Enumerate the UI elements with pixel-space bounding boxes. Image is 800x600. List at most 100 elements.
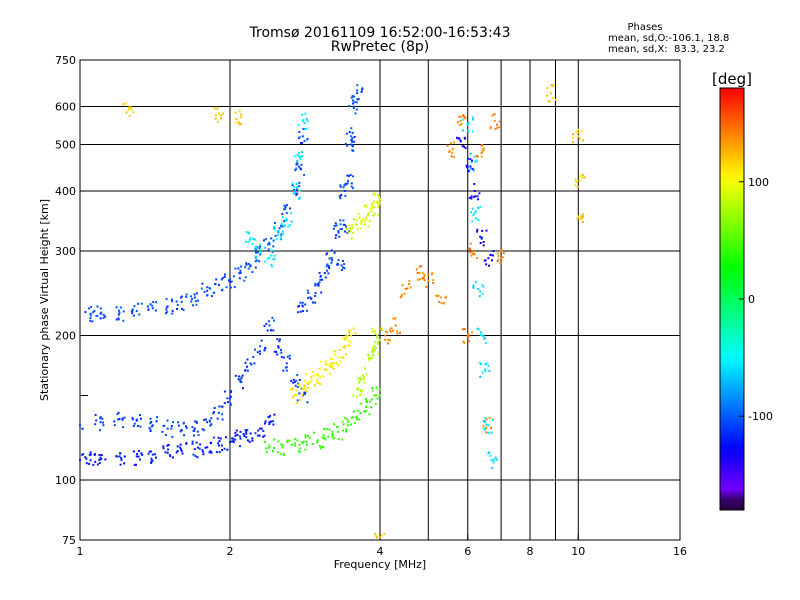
scatter-point: [120, 457, 123, 460]
scatter-point: [221, 277, 224, 279]
scatter-point: [133, 422, 136, 425]
scatter-point: [220, 444, 223, 447]
scatter-point: [400, 293, 403, 296]
scatter-point: [264, 347, 267, 349]
scatter-point: [252, 356, 255, 358]
scatter-point: [379, 327, 382, 330]
colorbar-tick-label: 100: [748, 176, 769, 189]
scatter-point: [229, 402, 232, 405]
scatter-point: [348, 344, 351, 347]
scatter-point: [132, 450, 135, 453]
scatter-point: [456, 121, 459, 124]
scatter-point: [371, 327, 374, 330]
scatter-point: [234, 434, 237, 437]
scatter-point: [581, 213, 584, 216]
scatter-point: [466, 166, 468, 169]
scatter-point: [498, 126, 501, 129]
scatter-point: [221, 449, 224, 451]
scatter-point: [217, 442, 220, 445]
scatter-point: [479, 363, 482, 365]
scatter-point: [119, 463, 122, 466]
scatter-point: [356, 89, 359, 92]
scatter-point: [182, 309, 185, 312]
scatter-point: [195, 421, 198, 424]
scatter-point: [358, 380, 361, 383]
scatter-point: [348, 227, 351, 230]
scatter-point: [466, 122, 469, 125]
scatter-point: [338, 195, 341, 198]
scatter-point: [404, 288, 407, 290]
scatter-point: [339, 219, 342, 222]
scatter-point: [191, 442, 194, 445]
scatter-point: [293, 444, 296, 447]
scatter-point: [494, 456, 497, 459]
scatter-point: [248, 238, 251, 241]
scatter-point: [131, 416, 134, 419]
scatter-point: [551, 97, 554, 99]
scatter-point: [583, 176, 586, 179]
scatter-point: [369, 400, 372, 403]
scatter-point: [338, 235, 341, 238]
scatter-point: [89, 459, 92, 462]
scatter-point: [340, 194, 343, 196]
scatter-point: [337, 259, 340, 261]
scatter-point: [448, 150, 451, 153]
scatter-point: [353, 95, 356, 98]
scatter-point: [314, 301, 317, 304]
scatter-point: [444, 296, 447, 299]
scatter-point: [89, 451, 92, 454]
scatter-point: [238, 123, 241, 126]
phases-heading: Phases: [627, 22, 663, 33]
scatter-point: [267, 320, 270, 323]
scatter-point: [580, 175, 583, 178]
scatter-point: [219, 437, 222, 440]
scatter-point: [481, 229, 484, 232]
scatter-point: [301, 441, 303, 444]
scatter-point: [419, 278, 422, 281]
scatter-point: [373, 349, 376, 352]
scatter-point: [423, 274, 426, 277]
scatter-point: [166, 451, 169, 454]
scatter-point: [239, 122, 242, 125]
scatter-point: [251, 439, 254, 442]
scatter-point: [477, 206, 480, 209]
scatter-point: [308, 436, 311, 439]
scatter-point: [464, 137, 466, 140]
scatter-point: [471, 116, 474, 119]
scatter-point: [196, 456, 199, 459]
scatter-point: [478, 361, 481, 364]
scatter-point: [451, 148, 454, 151]
scatter-point: [117, 418, 119, 421]
scatter-point: [333, 350, 336, 353]
scatter-point: [479, 290, 482, 293]
scatter-point: [469, 167, 472, 170]
scatter-point: [271, 420, 274, 423]
scatter-point: [496, 126, 499, 129]
scatter-point: [357, 388, 360, 391]
scatter-point: [349, 341, 352, 344]
scatter-point: [191, 304, 194, 307]
scatter-point: [245, 432, 248, 435]
scatter-point: [301, 119, 304, 122]
chart-subtitle: RwPretec (8p): [330, 39, 430, 55]
scatter-point: [355, 219, 358, 222]
scatter-point: [211, 295, 213, 298]
scatter-point: [204, 418, 207, 421]
scatter-point: [178, 424, 180, 427]
scatter-point: [148, 426, 151, 429]
scatter-point: [330, 249, 333, 252]
scatter-point: [323, 368, 326, 371]
scatter-point: [263, 325, 266, 328]
scatter-point: [578, 179, 581, 182]
scatter-point: [84, 311, 87, 314]
scatter-point: [496, 252, 499, 255]
scatter-point: [353, 136, 356, 138]
scatter-point: [343, 230, 346, 233]
scatter-point: [247, 267, 250, 270]
scatter-point: [316, 439, 319, 442]
scatter-point: [549, 92, 552, 95]
scatter-point: [182, 422, 185, 425]
scatter-point: [459, 119, 462, 122]
scatter-point: [248, 440, 251, 443]
scatter-point: [356, 84, 359, 87]
